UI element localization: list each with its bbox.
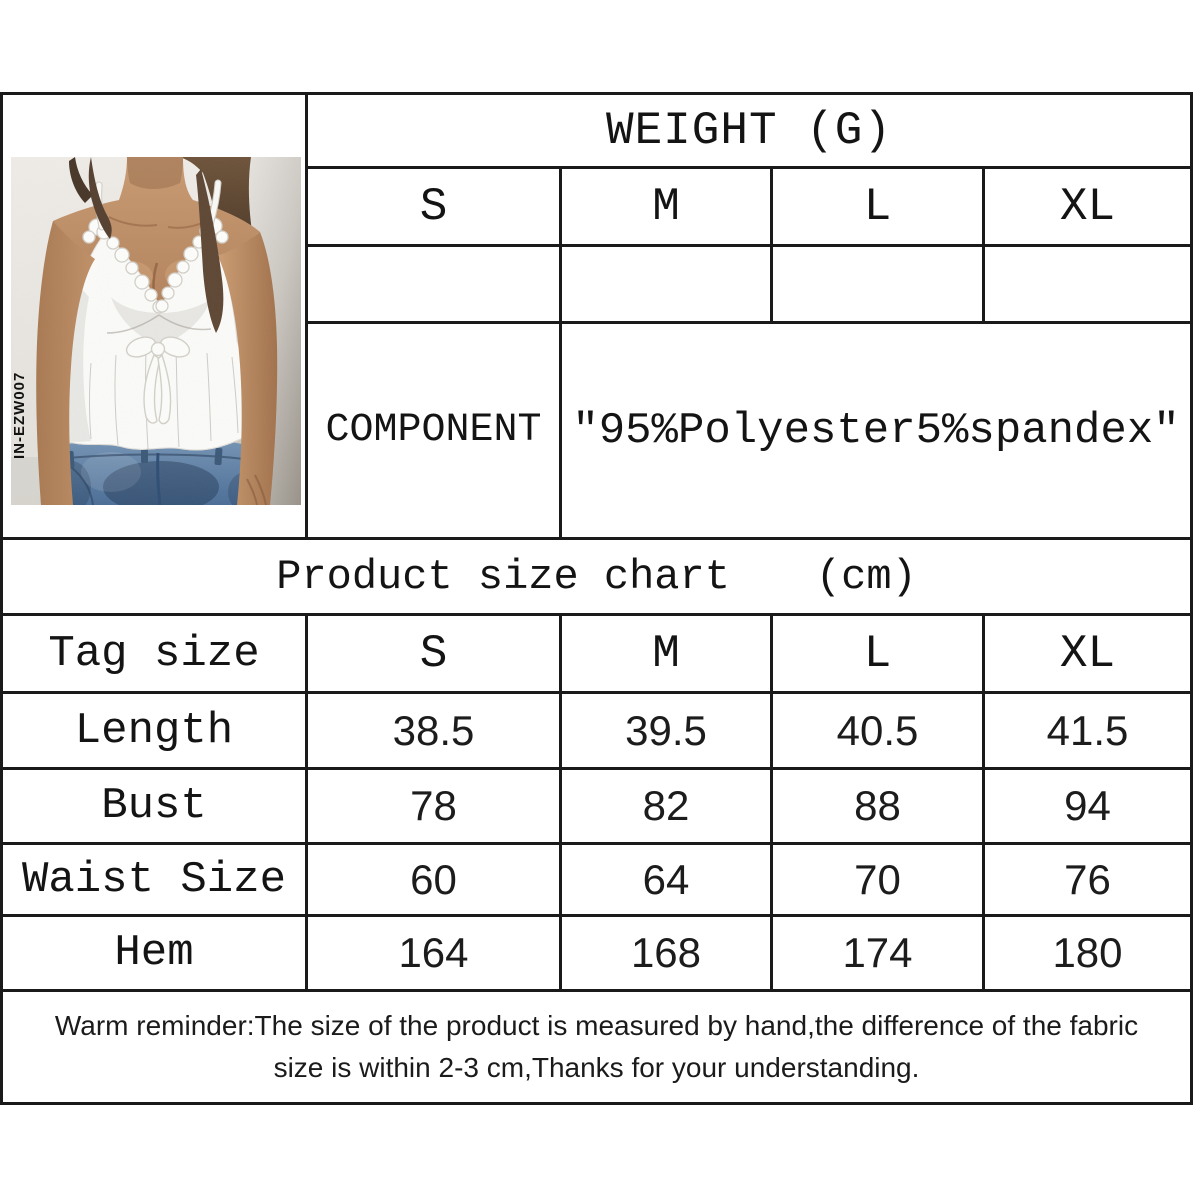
weight-value-xl [985, 247, 1193, 324]
weight-size-header-xl: XL [985, 169, 1193, 247]
row-label: Waist Size [21, 854, 287, 905]
warm-reminder-line1: Warm reminder:The size of the product is… [54, 1010, 1139, 1041]
length-s: 38.5 [308, 694, 562, 770]
hem-m: 168 [562, 917, 773, 992]
row-label: Tag size [48, 628, 260, 679]
table-value: 94 [1064, 782, 1111, 829]
bust-xl: 94 [985, 770, 1193, 845]
table-value: 164 [398, 929, 469, 976]
product-photo-cell: IN-EZW007 [3, 95, 308, 540]
table-value: 38.5 [392, 706, 475, 754]
weight-value-s [308, 247, 562, 324]
table-value: 40.5 [836, 706, 919, 754]
component-value-cell: ″95%Polyester5%spandex″ [562, 324, 1193, 540]
table-value: 78 [410, 782, 457, 829]
tag-size-value: XL [1059, 627, 1116, 680]
tag-size-label-cell: Tag size [3, 616, 308, 694]
table-value: 76 [1064, 855, 1111, 903]
table-value: 41.5 [1046, 706, 1129, 754]
row-label: Hem [114, 928, 194, 978]
size-header-label: XL [1059, 180, 1116, 233]
bust-m: 82 [562, 770, 773, 845]
hem-xl: 180 [985, 917, 1193, 992]
size-header-label: M [652, 180, 680, 233]
table-value: 39.5 [625, 706, 707, 754]
tag-size-value: S [419, 627, 448, 680]
table-value: 60 [410, 855, 457, 903]
length-label-cell: Length [3, 694, 308, 770]
weight-value-l [773, 247, 985, 324]
tag-size-xl: XL [985, 616, 1193, 694]
tag-size-s: S [308, 616, 562, 694]
weight-value-m [562, 247, 773, 324]
warm-reminder-line2: size is within 2-3 cm,Thanks for your un… [273, 1052, 920, 1083]
size-chart-table: IN-EZW007 WEIGHT (G) S M L XL COMPONENT … [0, 92, 1193, 1105]
size-chart-title: Product size chart [276, 552, 730, 601]
component-label-cell: COMPONENT [308, 324, 562, 540]
waist-m: 64 [562, 845, 773, 917]
length-xl: 41.5 [985, 694, 1193, 770]
component-label: COMPONENT [325, 408, 542, 453]
size-header-label: S [419, 180, 448, 233]
table-value: 64 [642, 855, 690, 903]
size-chart-title-cell: Product size chart (cm) [3, 540, 1193, 616]
waist-l: 70 [773, 845, 985, 917]
hem-label-cell: Hem [3, 917, 308, 992]
bust-label-cell: Bust [3, 770, 308, 845]
bust-l: 88 [773, 770, 985, 845]
table-value: 82 [642, 782, 690, 829]
weight-size-header-l: L [773, 169, 985, 247]
weight-table-title: WEIGHT (G) [605, 104, 893, 157]
tag-size-m: M [562, 616, 773, 694]
size-chart-unit: (cm) [815, 552, 917, 601]
bust-s: 78 [308, 770, 562, 845]
warm-reminder-cell: Warm reminder:The size of the product is… [3, 992, 1193, 1105]
hem-s: 164 [308, 917, 562, 992]
waist-label-cell: Waist Size [3, 845, 308, 917]
photo-grain-overlay [11, 157, 301, 505]
product-photo: IN-EZW007 [11, 157, 301, 505]
component-value: ″95%Polyester5%spandex″ [572, 405, 1180, 456]
size-header-label: L [863, 180, 892, 233]
table-value: 180 [1052, 929, 1123, 976]
waist-xl: 76 [985, 845, 1193, 917]
tag-size-value: L [863, 627, 892, 680]
table-value: 174 [842, 929, 913, 976]
weight-table-title-cell: WEIGHT (G) [308, 95, 1193, 169]
table-value: 168 [630, 929, 702, 976]
row-label: Bust [101, 781, 207, 831]
hem-l: 174 [773, 917, 985, 992]
weight-size-header-s: S [308, 169, 562, 247]
row-label: Length [74, 705, 234, 756]
tag-size-l: L [773, 616, 985, 694]
table-value: 88 [854, 782, 901, 829]
tag-size-value: M [652, 627, 680, 680]
length-m: 39.5 [562, 694, 773, 770]
table-value: 70 [854, 855, 901, 903]
length-l: 40.5 [773, 694, 985, 770]
weight-size-header-m: M [562, 169, 773, 247]
waist-s: 60 [308, 845, 562, 917]
